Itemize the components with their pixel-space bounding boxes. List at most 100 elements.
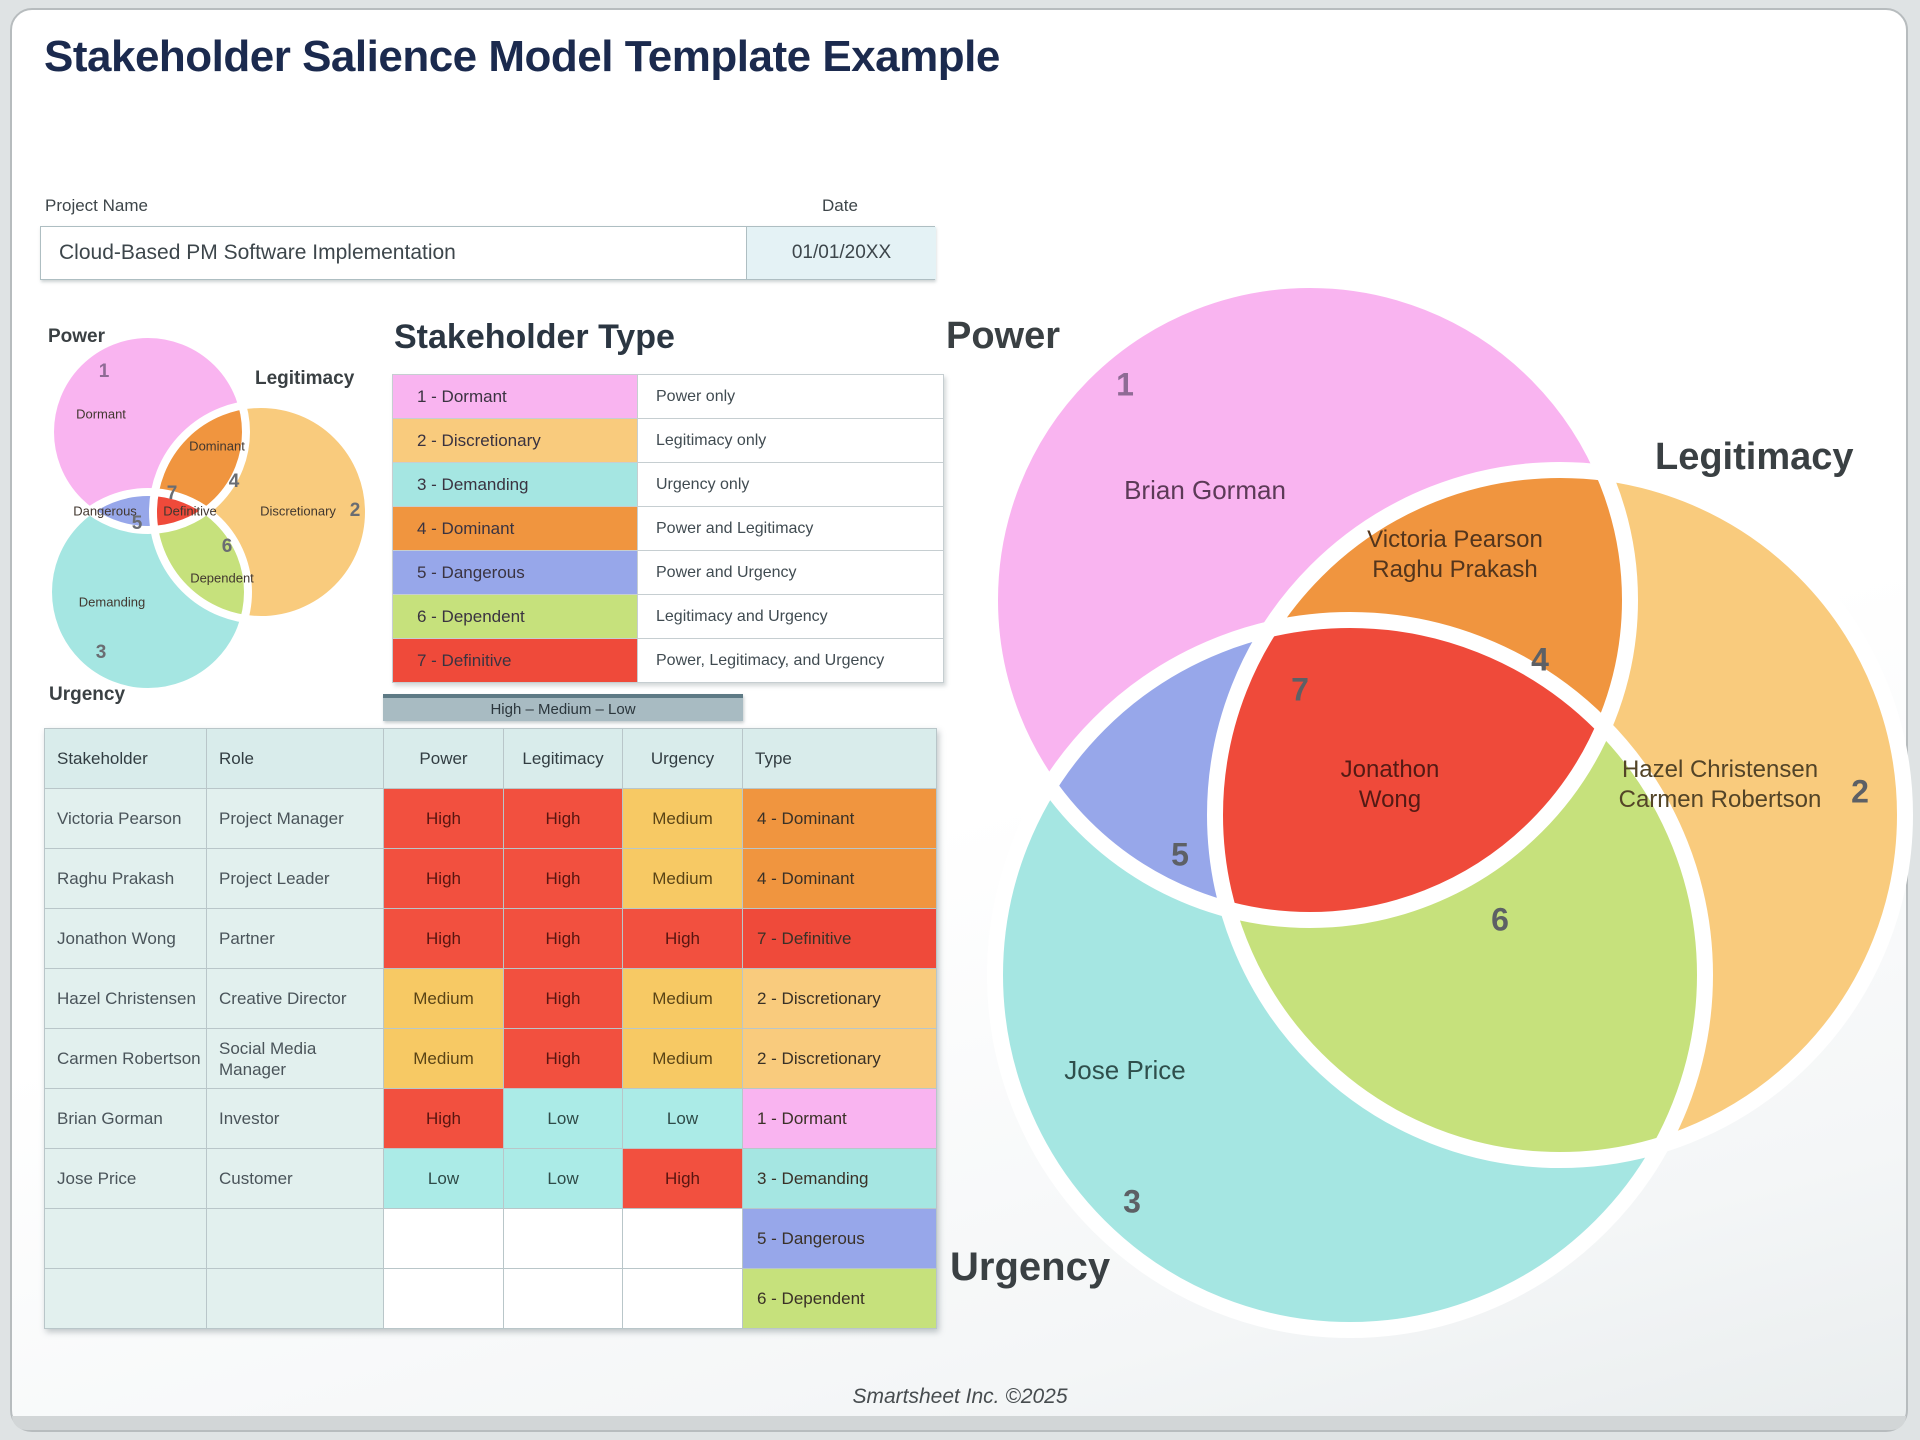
power-rating-cell[interactable]: High — [383, 788, 504, 849]
region-number-definitive: 7 — [166, 483, 178, 504]
region-number-dependent: 6 — [1491, 901, 1509, 938]
power-rating-cell[interactable]: High — [383, 848, 504, 909]
urgency-rating-cell[interactable]: Medium — [622, 968, 743, 1029]
rating-scale-banner: High – Medium – Low — [383, 694, 743, 721]
stakeholder-cell[interactable]: Victoria Pearson — [44, 788, 207, 849]
stakeholder-names-definitive: Jonathon Wong — [1340, 756, 1440, 813]
stakeholder-row: Brian Gorman Investor High Low Low 1 - D… — [44, 1088, 937, 1149]
stakeholder-cell[interactable]: Brian Gorman — [44, 1088, 207, 1149]
region-number-discretionary: 2 — [349, 500, 361, 521]
legitimacy-rating-cell[interactable]: High — [503, 908, 623, 969]
power-rating-cell[interactable]: High — [383, 1088, 504, 1149]
type-description-cell: Legitimacy and Urgency — [637, 594, 944, 639]
type-description-cell: Urgency only — [637, 462, 944, 507]
bottom-strip — [12, 1416, 1906, 1430]
power-rating-cell[interactable]: Medium — [383, 968, 504, 1029]
stakeholder-type-row: 5 - Dangerous Power and Urgency — [392, 550, 944, 595]
type-cell[interactable]: 6 - Dependent — [742, 1268, 937, 1329]
urgency-rating-cell[interactable]: Medium — [622, 1028, 743, 1089]
col-header-legitimacy: Legitimacy — [503, 728, 623, 789]
urgency-rating-cell[interactable]: Medium — [622, 848, 743, 909]
stakeholder-row: Jonathon Wong Partner High High High 7 -… — [44, 908, 937, 969]
role-cell[interactable]: Creative Director — [206, 968, 384, 1029]
urgency-rating-cell[interactable]: Low — [622, 1088, 743, 1149]
footer-credit: Smartsheet Inc. ©2025 — [852, 1385, 1068, 1408]
type-cell[interactable]: 4 - Dominant — [742, 788, 937, 849]
project-name-label: Project Name — [45, 196, 148, 215]
type-label-cell: 4 - Dominant — [392, 506, 638, 551]
role-cell[interactable]: Investor — [206, 1088, 384, 1149]
stakeholder-cell[interactable]: Carmen Robertson — [44, 1028, 207, 1089]
stakeholder-cell[interactable]: Jose Price — [44, 1148, 207, 1209]
col-header-type: Type — [742, 728, 937, 789]
legitimacy-circle-label: Legitimacy — [1655, 436, 1854, 478]
region-label-dominant: Dominant — [189, 438, 245, 454]
stakeholder-row: 5 - Dangerous — [44, 1208, 937, 1269]
power-rating-cell[interactable] — [383, 1208, 504, 1269]
region-label-demanding: Demanding — [78, 594, 146, 610]
type-description-cell: Power, Legitimacy, and Urgency — [637, 638, 944, 683]
power-rating-cell[interactable]: Low — [383, 1148, 504, 1209]
power-rating-cell[interactable]: High — [383, 908, 504, 969]
legitimacy-rating-cell[interactable]: Low — [503, 1088, 623, 1149]
type-cell[interactable]: 2 - Discretionary — [742, 968, 937, 1029]
urgency-rating-cell[interactable] — [622, 1208, 743, 1269]
page-title: Stakeholder Salience Model Template Exam… — [44, 32, 1000, 81]
type-description-cell: Power only — [637, 374, 944, 419]
stakeholder-cell[interactable] — [44, 1268, 207, 1329]
definitive-region — [1215, 620, 1630, 920]
role-cell[interactable]: Customer — [206, 1148, 384, 1209]
region-number-dormant: 1 — [1116, 366, 1134, 403]
legitimacy-rating-cell[interactable]: High — [503, 848, 623, 909]
role-cell[interactable]: Partner — [206, 908, 384, 969]
region-number-dangerous: 5 — [1171, 836, 1189, 873]
type-cell[interactable]: 1 - Dormant — [742, 1088, 937, 1149]
region-label-dependent: Dependent — [190, 570, 254, 586]
stakeholder-cell[interactable]: Jonathon Wong — [44, 908, 207, 969]
legitimacy-rating-cell[interactable]: Low — [503, 1148, 623, 1209]
role-cell[interactable] — [206, 1268, 384, 1329]
power-rating-cell[interactable] — [383, 1268, 504, 1329]
legitimacy-rating-cell[interactable]: High — [503, 788, 623, 849]
legitimacy-rating-cell[interactable]: High — [503, 1028, 623, 1089]
region-label-dormant: Dormant — [76, 406, 126, 422]
stakeholder-cell[interactable]: Raghu Prakash — [44, 848, 207, 909]
stakeholder-type-row: 2 - Discretionary Legitimacy only — [392, 418, 944, 463]
role-cell[interactable]: Social Media Manager — [206, 1028, 384, 1089]
date-field[interactable]: 01/01/20XX — [746, 227, 936, 279]
power-circle-label: Power — [946, 315, 1061, 357]
col-header-power: Power — [383, 728, 504, 789]
region-number-definitive: 7 — [1291, 671, 1309, 708]
urgency-rating-cell[interactable]: High — [622, 1148, 743, 1209]
legitimacy-rating-cell[interactable] — [503, 1208, 623, 1269]
type-cell[interactable]: 2 - Discretionary — [742, 1028, 937, 1089]
col-header-role: Role — [206, 728, 384, 789]
type-label-cell: 1 - Dormant — [392, 374, 638, 419]
urgency-rating-cell[interactable] — [622, 1268, 743, 1329]
type-label-cell: 2 - Discretionary — [392, 418, 638, 463]
urgency-rating-cell[interactable]: High — [622, 908, 743, 969]
region-number-demanding: 3 — [95, 642, 107, 663]
power-rating-cell[interactable]: Medium — [383, 1028, 504, 1089]
venn-small-graphic — [44, 330, 373, 696]
stakeholder-table-header-row: Stakeholder Role Power Legitimacy Urgenc… — [44, 728, 937, 789]
urgency-circle-label: Urgency — [49, 684, 126, 705]
role-cell[interactable] — [206, 1208, 384, 1269]
legitimacy-rating-cell[interactable] — [503, 1268, 623, 1329]
stakeholder-cell[interactable]: Hazel Christensen — [44, 968, 207, 1029]
type-cell[interactable]: 7 - Definitive — [742, 908, 937, 969]
legitimacy-rating-cell[interactable]: High — [503, 968, 623, 1029]
urgency-rating-cell[interactable]: Medium — [622, 788, 743, 849]
region-number-dominant: 4 — [1531, 641, 1549, 678]
role-cell[interactable]: Project Leader — [206, 848, 384, 909]
type-label-cell: 7 - Definitive — [392, 638, 638, 683]
stakeholder-cell[interactable] — [44, 1208, 207, 1269]
type-cell[interactable]: 3 - Demanding — [742, 1148, 937, 1209]
salience-venn-large: Power Legitimacy Urgency 1 Brian Gorman … — [930, 240, 1920, 1360]
project-name-field[interactable]: Cloud-Based PM Software Implementation — [59, 241, 456, 264]
type-cell[interactable]: 5 - Dangerous — [742, 1208, 937, 1269]
region-number-discretionary: 2 — [1851, 773, 1869, 810]
role-cell[interactable]: Project Manager — [206, 788, 384, 849]
type-cell[interactable]: 4 - Dominant — [742, 848, 937, 909]
stakeholder-type-row: 1 - Dormant Power only — [392, 374, 944, 419]
